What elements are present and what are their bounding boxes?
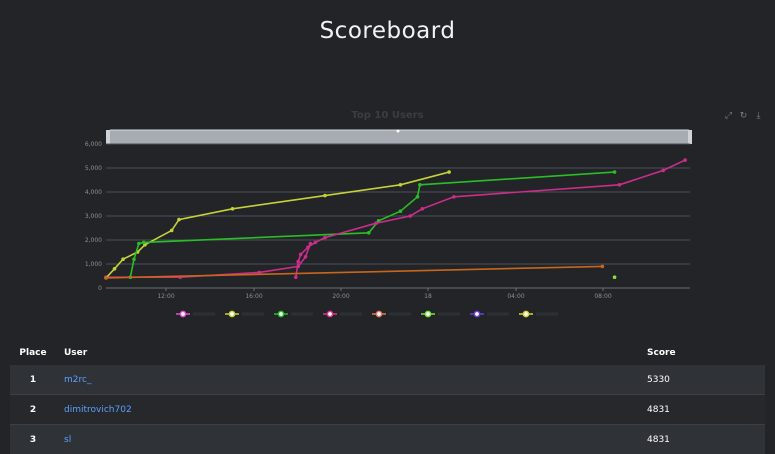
table-row: 1 m2rc_ 5330 bbox=[10, 365, 765, 395]
legend-label-placeholder bbox=[438, 312, 460, 316]
zoom-icon[interactable]: ⤢ bbox=[724, 111, 733, 121]
legend-label-placeholder bbox=[291, 312, 313, 316]
data-point[interactable] bbox=[612, 275, 617, 279]
data-point[interactable] bbox=[452, 195, 456, 199]
series-line[interactable] bbox=[105, 171, 450, 279]
y-tick-label: 4,000 bbox=[85, 189, 102, 196]
legend-marker[interactable] bbox=[522, 310, 530, 318]
series-line[interactable] bbox=[129, 171, 615, 278]
legend-label-placeholder bbox=[242, 312, 264, 316]
data-point[interactable] bbox=[177, 217, 181, 222]
data-point[interactable] bbox=[112, 267, 117, 271]
chart-toolbox: ⤢ ↻ ⤓ bbox=[724, 112, 763, 121]
user-link[interactable]: m2rc_ bbox=[64, 374, 92, 385]
legend-marker[interactable] bbox=[179, 310, 187, 318]
x-tick-label: 12:00 bbox=[157, 293, 174, 300]
legend-label-placeholder bbox=[536, 312, 558, 316]
table-row: 3 sl 4831 bbox=[10, 424, 765, 454]
x-tick-label: 18 bbox=[424, 293, 432, 300]
chart-title: Top 10 Users bbox=[351, 110, 424, 121]
row-score: 5330 bbox=[639, 365, 765, 395]
data-point[interactable] bbox=[230, 207, 235, 211]
header-user: User bbox=[64, 348, 88, 358]
series-line[interactable] bbox=[295, 159, 686, 278]
row-place: 3 bbox=[10, 424, 56, 454]
y-tick-label: 3,000 bbox=[85, 213, 102, 220]
data-point[interactable] bbox=[617, 183, 622, 187]
legend-marker[interactable] bbox=[473, 310, 481, 318]
row-score: 4831 bbox=[639, 394, 765, 425]
data-point[interactable] bbox=[415, 195, 420, 199]
data-point[interactable] bbox=[257, 270, 262, 275]
data-point[interactable] bbox=[323, 235, 327, 240]
y-tick-label: 2,000 bbox=[85, 237, 102, 244]
data-point[interactable] bbox=[313, 240, 318, 245]
data-point[interactable] bbox=[137, 241, 141, 246]
data-point[interactable] bbox=[418, 183, 422, 187]
user-link[interactable]: dimitrovich702 bbox=[64, 404, 132, 415]
legend-label-placeholder bbox=[193, 312, 215, 316]
data-point[interactable] bbox=[298, 252, 303, 257]
zoom-slider[interactable] bbox=[108, 129, 691, 145]
zoom-handle-right[interactable] bbox=[688, 130, 692, 144]
data-point[interactable] bbox=[169, 228, 174, 233]
legend-marker[interactable] bbox=[326, 310, 334, 318]
header-place: Place bbox=[19, 348, 47, 358]
table-row: 2 dimitrovich702 4831 bbox=[10, 394, 765, 425]
x-tick-label: 20:00 bbox=[332, 293, 349, 300]
legend-label-placeholder bbox=[340, 312, 362, 316]
y-tick-label: 0 bbox=[98, 285, 102, 292]
y-tick-label: 1,000 bbox=[85, 261, 102, 268]
data-point[interactable] bbox=[323, 193, 327, 198]
data-point[interactable] bbox=[612, 170, 617, 174]
data-point[interactable] bbox=[141, 240, 146, 245]
row-score: 4831 bbox=[639, 424, 765, 454]
score-chart: 0 1,000 2,000 3,000 4,000 5,000 6,000 12:00 16:0… bbox=[85, 129, 692, 318]
data-point[interactable] bbox=[296, 259, 301, 264]
data-point[interactable] bbox=[420, 207, 425, 211]
data-point[interactable] bbox=[600, 264, 605, 269]
data-point[interactable] bbox=[398, 209, 403, 213]
x-tick-label: 08:00 bbox=[594, 293, 611, 300]
chart-area: 0 1,000 2,000 3,000 4,000 5,000 6,000 12:00 16:0… bbox=[0, 100, 775, 330]
data-point[interactable] bbox=[303, 255, 308, 259]
row-place: 1 bbox=[10, 365, 56, 395]
data-point[interactable] bbox=[104, 276, 108, 280]
legend-marker[interactable] bbox=[228, 310, 236, 318]
restore-icon[interactable]: ↻ bbox=[739, 111, 748, 121]
header-score: Score bbox=[647, 348, 676, 358]
data-point[interactable] bbox=[683, 158, 687, 162]
data-point[interactable] bbox=[408, 214, 412, 218]
scoreboard-table: Place User Score 1 m2rc_ 5330 2 dimitrov… bbox=[10, 341, 765, 454]
table-header: Place User Score bbox=[10, 341, 765, 365]
download-icon[interactable]: ⤓ bbox=[756, 111, 761, 121]
series-line[interactable] bbox=[105, 265, 603, 279]
x-tick-label: 04:00 bbox=[507, 293, 524, 300]
user-link[interactable]: sl bbox=[64, 434, 72, 445]
legend-marker[interactable] bbox=[424, 310, 432, 318]
data-point[interactable] bbox=[367, 231, 371, 235]
x-tick-label: 16:00 bbox=[245, 293, 262, 300]
zoom-slider-marker bbox=[396, 129, 400, 133]
data-point[interactable] bbox=[447, 170, 451, 174]
data-point[interactable] bbox=[374, 221, 378, 225]
data-point[interactable] bbox=[398, 183, 403, 187]
zoom-handle-left[interactable] bbox=[106, 130, 110, 144]
legend-label-placeholder bbox=[487, 312, 509, 316]
legend-marker[interactable] bbox=[277, 310, 285, 318]
legend-label-placeholder bbox=[389, 312, 411, 316]
data-point[interactable] bbox=[306, 245, 310, 249]
data-point[interactable] bbox=[132, 257, 136, 261]
row-place: 2 bbox=[10, 394, 56, 425]
legend-marker[interactable] bbox=[375, 310, 383, 318]
y-tick-label: 5,000 bbox=[85, 165, 102, 172]
page-title: Scoreboard bbox=[319, 18, 456, 44]
data-point[interactable] bbox=[121, 257, 125, 261]
data-point[interactable] bbox=[294, 275, 298, 279]
data-point[interactable] bbox=[661, 168, 666, 173]
y-tick-label: 6,000 bbox=[85, 141, 102, 148]
